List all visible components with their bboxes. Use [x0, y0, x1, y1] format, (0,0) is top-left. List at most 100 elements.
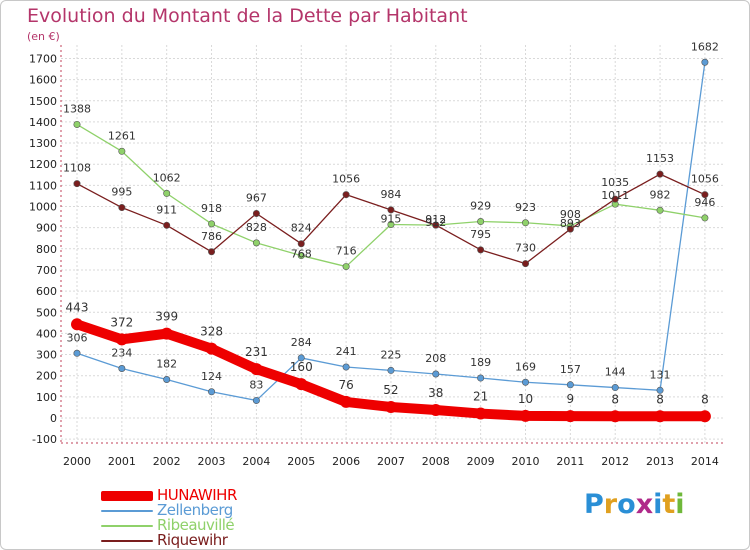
data-label: 995: [111, 186, 132, 199]
legend-swatch: [101, 490, 153, 501]
data-label: 984: [380, 188, 401, 201]
x-tick-label: 2000: [63, 455, 91, 468]
y-tick-label: 100: [36, 391, 57, 404]
legend-item: Ribeauvillé: [101, 518, 237, 533]
data-point: [73, 180, 81, 188]
data-label: 372: [110, 315, 133, 329]
data-label: 328: [200, 325, 223, 339]
x-tick-label: 2006: [332, 455, 360, 468]
data-point: [73, 349, 81, 357]
logo-letter: P: [584, 489, 604, 520]
legend-swatch: [101, 539, 153, 542]
data-point: [566, 225, 574, 233]
data-point: [701, 191, 709, 199]
data-label: 1011: [601, 189, 629, 202]
data-label: 923: [515, 201, 536, 214]
x-tick-label: 2012: [601, 455, 629, 468]
data-label: 918: [201, 202, 222, 215]
data-label: 131: [650, 368, 671, 381]
data-label: 1035: [601, 176, 629, 189]
x-tick-label: 2007: [377, 455, 405, 468]
data-label: 768: [291, 248, 312, 261]
logo-letter: r: [603, 489, 618, 520]
y-tick-label: 1400: [29, 116, 57, 129]
data-point: [208, 248, 216, 256]
data-point: [295, 378, 308, 391]
y-tick-label: 1300: [29, 137, 57, 150]
data-point: [609, 410, 622, 423]
data-point: [342, 263, 350, 271]
data-point: [163, 221, 171, 229]
data-point: [698, 410, 711, 423]
y-tick-label: 900: [36, 222, 57, 235]
data-point: [163, 189, 171, 197]
data-label: 828: [246, 221, 267, 234]
data-point: [208, 388, 216, 396]
x-tick-label: 2008: [422, 455, 450, 468]
x-tick-label: 2010: [512, 455, 540, 468]
data-label: 908: [560, 208, 581, 221]
data-label: 231: [245, 345, 268, 359]
data-label: 284: [291, 336, 312, 349]
data-point: [566, 381, 574, 389]
data-label: 160: [290, 360, 313, 374]
data-point: [477, 374, 485, 382]
data-label: 399: [155, 310, 178, 324]
data-label: 144: [605, 366, 626, 379]
data-label: 52: [383, 383, 398, 397]
data-label: 21: [473, 390, 488, 404]
data-point: [611, 195, 619, 203]
y-tick-label: 200: [36, 370, 57, 383]
data-point: [521, 219, 529, 227]
data-point: [297, 354, 305, 362]
data-label: 9: [567, 392, 575, 406]
data-label: 443: [66, 300, 89, 314]
data-label: 1153: [646, 152, 674, 165]
legend-item: HUNAWIHR: [101, 488, 237, 503]
data-label: 225: [380, 348, 401, 361]
data-point: [115, 333, 128, 346]
x-tick-label: 2001: [108, 455, 136, 468]
data-point: [656, 386, 664, 394]
x-tick-label: 2005: [287, 455, 315, 468]
data-point: [564, 410, 577, 423]
legend-item: Zellenberg: [101, 503, 237, 518]
logo-letter: t: [662, 489, 676, 520]
data-label: 912: [425, 216, 446, 229]
logo-letter: i: [675, 489, 685, 520]
data-label: 911: [156, 203, 177, 216]
data-point: [656, 206, 664, 214]
data-point: [160, 327, 173, 340]
y-tick-label: 500: [36, 306, 57, 319]
chart-subtitle: (en €): [27, 30, 60, 43]
data-point: [297, 252, 305, 260]
data-label: 795: [470, 228, 491, 241]
data-point: [701, 58, 709, 66]
data-label: 208: [425, 352, 446, 365]
data-point: [519, 409, 532, 422]
proxiti-logo: Proxiti: [584, 489, 685, 520]
data-point: [432, 370, 440, 378]
data-point: [701, 214, 709, 222]
data-label: 730: [515, 242, 536, 255]
data-point: [384, 401, 397, 414]
data-point: [521, 378, 529, 386]
legend-label: Ribeauvillé: [157, 516, 235, 534]
data-point: [163, 376, 171, 384]
y-tick-label: 300: [36, 349, 57, 362]
data-point: [118, 147, 126, 155]
data-point: [654, 410, 667, 423]
data-point: [208, 220, 216, 228]
data-label: 893: [560, 217, 581, 230]
data-label: 912: [425, 213, 446, 226]
x-tick-label: 2009: [467, 455, 495, 468]
data-label: 1388: [63, 102, 91, 115]
data-label: 234: [111, 347, 132, 360]
data-point: [477, 246, 485, 254]
data-label: 716: [336, 245, 357, 258]
chart-title: Evolution du Montant de la Dette par Hab…: [27, 5, 468, 27]
data-point: [521, 260, 529, 268]
data-label: 967: [246, 191, 267, 204]
